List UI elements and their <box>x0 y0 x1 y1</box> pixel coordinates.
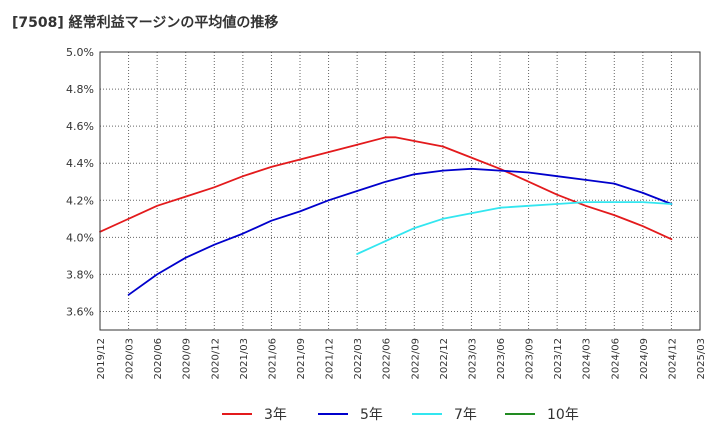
x-tick-label: 2023/03 <box>467 338 478 380</box>
y-tick-label: 4.4% <box>66 157 94 170</box>
x-tick-label: 2020/03 <box>125 338 136 380</box>
x-tick-label: 2022/03 <box>353 338 364 380</box>
x-tick-label: 2021/06 <box>267 338 278 380</box>
x-tick-label: 2024/09 <box>639 338 650 380</box>
x-tick-label: 2023/06 <box>496 338 507 380</box>
y-tick-label: 4.6% <box>66 120 94 133</box>
x-tick-label: 2020/12 <box>210 338 221 380</box>
x-tick-label: 2024/12 <box>667 338 678 380</box>
x-tick-label: 2024/03 <box>582 338 593 380</box>
series-line <box>356 201 673 255</box>
x-tick-label: 2020/06 <box>153 338 164 380</box>
y-tick-label: 4.8% <box>66 83 94 96</box>
x-tick-label: 2022/12 <box>439 338 450 380</box>
x-tick-label: 2022/09 <box>410 338 421 380</box>
x-tick-label: 2019/12 <box>96 338 107 380</box>
x-tick-label: 2021/09 <box>296 338 307 380</box>
plot-border <box>99 51 701 331</box>
x-tick-label: 2021/03 <box>239 338 250 380</box>
y-tick-label: 4.0% <box>66 231 94 244</box>
y-tick-label: 3.6% <box>66 305 94 318</box>
grid <box>99 51 701 330</box>
axes: 3.6% 3.8% 4.0% 4.2% 4.4% 4.6% 4.8% 5.0% 2019/12 2… <box>66 46 707 380</box>
legend-label: 7年 <box>454 407 477 423</box>
x-tick-label: 2023/09 <box>525 338 536 380</box>
legend-label: 10年 <box>547 407 579 423</box>
x-tick-label: 2020/09 <box>182 338 193 380</box>
series-line <box>99 136 673 241</box>
y-tick-label: 5.0% <box>66 46 94 59</box>
x-tick-label: 2025/03 <box>696 338 707 380</box>
chart-title: [7508] 経常利益マージンの平均値の推移 <box>12 15 279 31</box>
x-tick-label: 2023/12 <box>553 338 564 380</box>
y-tick-label: 3.8% <box>66 268 94 281</box>
x-tick-label: 2021/12 <box>325 338 336 380</box>
x-tick-label: 2024/06 <box>610 338 621 380</box>
legend-label: 3年 <box>264 407 287 423</box>
y-tick-label: 4.2% <box>66 194 94 207</box>
legend: 3年 5年 7年 10年 <box>222 407 579 423</box>
x-tick-label: 2022/06 <box>382 338 393 380</box>
legend-label: 5年 <box>360 407 383 423</box>
plot-area <box>99 136 673 296</box>
series-line <box>127 167 673 296</box>
